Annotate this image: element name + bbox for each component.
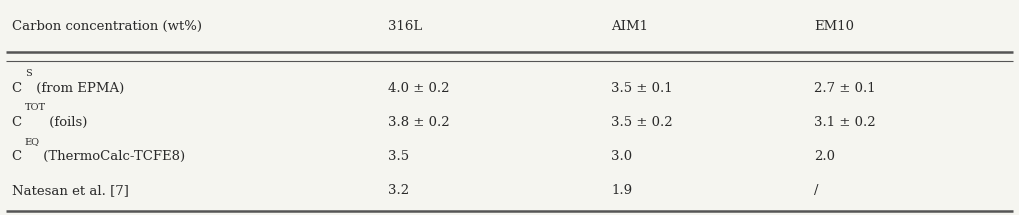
Text: 3.5 ± 0.1: 3.5 ± 0.1 bbox=[611, 82, 673, 95]
Text: 2.7 ± 0.1: 2.7 ± 0.1 bbox=[814, 82, 876, 95]
Text: EM10: EM10 bbox=[814, 20, 854, 33]
Text: (ThermoCalc-TCFE8): (ThermoCalc-TCFE8) bbox=[39, 150, 184, 163]
Text: 3.5: 3.5 bbox=[387, 150, 409, 163]
Text: (from EPMA): (from EPMA) bbox=[32, 82, 124, 95]
Text: 3.2: 3.2 bbox=[387, 184, 409, 197]
Text: TOT: TOT bbox=[24, 103, 46, 112]
Text: 4.0 ± 0.2: 4.0 ± 0.2 bbox=[387, 82, 449, 95]
Text: (foils): (foils) bbox=[46, 116, 88, 129]
Text: C: C bbox=[11, 82, 21, 95]
Text: /: / bbox=[814, 184, 819, 197]
Text: C: C bbox=[11, 116, 21, 129]
Text: 2.0: 2.0 bbox=[814, 150, 836, 163]
Text: Carbon concentration (wt%): Carbon concentration (wt%) bbox=[11, 20, 202, 33]
Text: 3.0: 3.0 bbox=[611, 150, 632, 163]
Text: 3.8 ± 0.2: 3.8 ± 0.2 bbox=[387, 116, 449, 129]
Text: 3.1 ± 0.2: 3.1 ± 0.2 bbox=[814, 116, 876, 129]
Text: AIM1: AIM1 bbox=[611, 20, 648, 33]
Text: EQ: EQ bbox=[24, 137, 40, 146]
Text: 1.9: 1.9 bbox=[611, 184, 632, 197]
Text: S: S bbox=[24, 69, 32, 78]
Text: 3.5 ± 0.2: 3.5 ± 0.2 bbox=[611, 116, 673, 129]
Text: C: C bbox=[11, 150, 21, 163]
Text: Natesan et al. [7]: Natesan et al. [7] bbox=[11, 184, 128, 197]
Text: 316L: 316L bbox=[387, 20, 422, 33]
